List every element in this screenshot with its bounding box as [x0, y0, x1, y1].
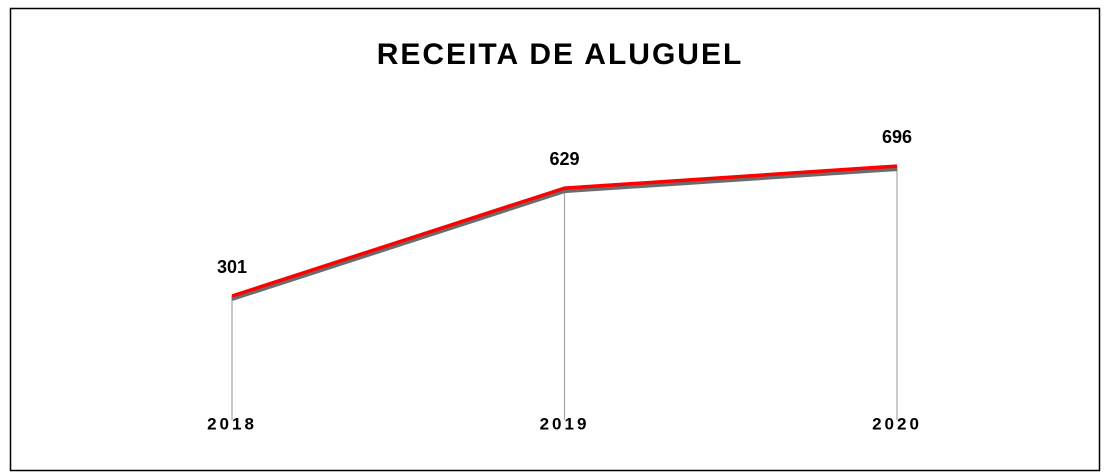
line-shadow	[231, 167, 898, 301]
x-tick-label: 2020	[872, 414, 922, 433]
data-label: 629	[549, 149, 579, 169]
data-label: 696	[882, 127, 912, 147]
x-tick-label: 2019	[540, 414, 590, 433]
line	[231, 164, 898, 298]
x-tick-label: 2018	[207, 414, 257, 433]
chart-frame	[9, 7, 1101, 472]
chart-title: RECEITA DE ALUGUEL	[377, 38, 744, 71]
data-label: 301	[217, 257, 247, 277]
